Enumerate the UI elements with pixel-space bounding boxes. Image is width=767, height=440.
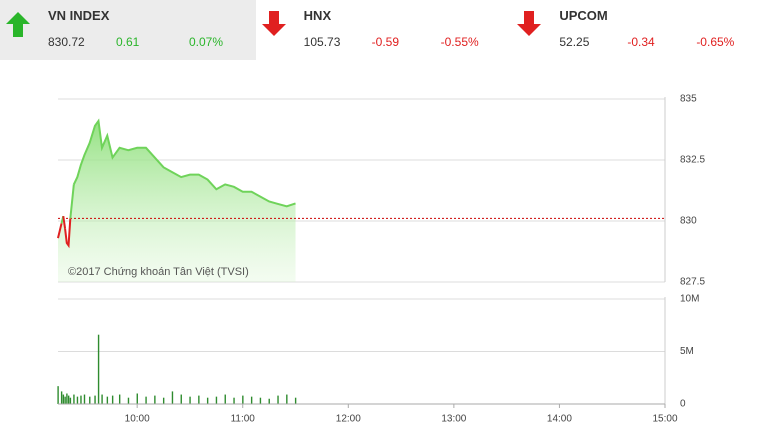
index-change: 0.61 [116, 35, 140, 49]
y-tick-label: 830 [680, 216, 697, 227]
down-arrow [261, 11, 286, 36]
volume-bar [62, 394, 65, 404]
price-line-down [57, 223, 63, 239]
index-percent: -0.65% [696, 35, 735, 49]
volume-bar [64, 396, 66, 404]
volume-bar [259, 397, 262, 404]
index-cell: HNX 105.73 -0.59 -0.55% [256, 0, 512, 60]
index-cell: UPCOM 52.25 -0.34 -0.65% [511, 0, 767, 60]
volume-bar [69, 397, 72, 404]
price-area [58, 120, 296, 283]
volume-bar [277, 395, 279, 404]
volume-bar [73, 394, 75, 404]
volume-bar [67, 395, 70, 404]
volume-bar [80, 395, 82, 404]
x-tick-label: 10:00 [125, 414, 150, 425]
index-percent: -0.55% [440, 35, 479, 49]
index-value: 830.72 [48, 35, 85, 49]
x-tick-label: 15:00 [652, 414, 677, 425]
index-cell: VN INDEX 830.72 0.61 0.07% [0, 0, 256, 60]
price-line-down [64, 218, 72, 249]
volume-bar [250, 396, 253, 404]
index-value: 52.25 [559, 35, 590, 49]
volume-bar [57, 386, 59, 404]
price-line [72, 118, 296, 208]
down-arrow [517, 11, 542, 36]
volume-bar [89, 396, 91, 404]
index-name: HNX [303, 8, 332, 23]
index-name: VN INDEX [48, 8, 110, 23]
volume-bar [106, 396, 109, 404]
index-name: UPCOM [559, 8, 608, 23]
volume-bar [136, 393, 138, 404]
volume-bar [286, 394, 288, 404]
index-bar: VN INDEX 830.72 0.61 0.07% HNX 105.73 -0.59 -0.… [0, 0, 767, 60]
volume-bar [198, 395, 200, 404]
chart: 835 832.5 830 827.5 ©2017 Chứng khoán Tân Vi… [57, 94, 705, 425]
volume-bar [162, 397, 165, 404]
volume-bar [118, 394, 121, 404]
y-tick-label: 835 [680, 94, 697, 105]
index-percent: 0.07% [188, 35, 223, 49]
volume-bar [94, 395, 96, 404]
y-tick-label: 0 [680, 399, 686, 410]
volume-bar [171, 391, 174, 404]
volume-bar [101, 394, 103, 404]
y-tick-label: 827.5 [680, 277, 705, 288]
volume-bar [66, 393, 68, 404]
index-value: 105.73 [303, 35, 341, 49]
x-tick-label: 12:00 [336, 414, 361, 425]
watermark: ©2017 Chứng khoán Tân Việt (TVSI) [68, 266, 249, 278]
index-change: -0.59 [371, 35, 400, 49]
volume-bar [215, 396, 218, 404]
index-change: -0.34 [627, 35, 655, 49]
volume-bar [154, 395, 156, 404]
volume-bar [180, 394, 182, 404]
volume-bar [268, 398, 270, 404]
volume-bar [224, 394, 226, 404]
line-connector [69, 184, 75, 219]
volume-bar [242, 395, 244, 404]
volume-bar [76, 396, 79, 404]
volume-bar [206, 397, 209, 404]
volume-bar [127, 397, 130, 404]
volume-bar [60, 391, 63, 404]
x-tick-label: 11:00 [231, 414, 256, 425]
volume-bar [294, 397, 297, 404]
volume-bar [97, 334, 100, 404]
x-tick-label: 13:00 [441, 414, 466, 425]
up-arrow [6, 12, 30, 37]
volume-bar [189, 396, 191, 404]
line-connector [62, 215, 67, 229]
volume-bar [111, 395, 114, 404]
volume-bar [83, 394, 86, 404]
volume-bar [145, 396, 147, 404]
volume-bar [233, 397, 235, 404]
x-tick-label: 14:00 [547, 414, 572, 425]
y-tick-label: 10M [680, 294, 699, 305]
y-tick-label: 5M [680, 346, 694, 357]
y-tick-label: 832.5 [680, 155, 705, 166]
